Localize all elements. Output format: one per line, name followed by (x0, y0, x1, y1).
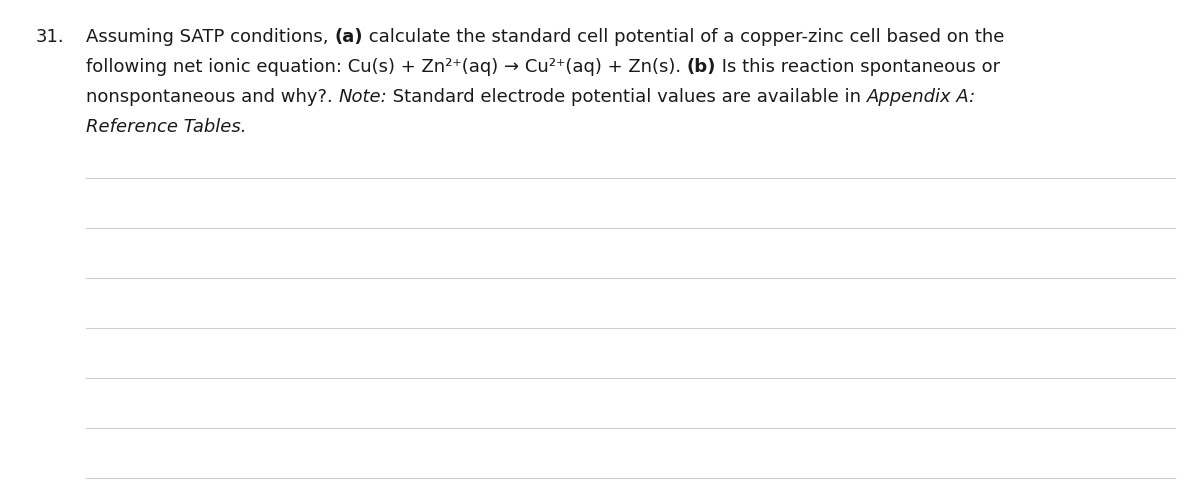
Text: Appendix A:: Appendix A: (866, 88, 977, 106)
Text: following net ionic equation: Cu(s) + Zn²⁺(aq) → Cu²⁺(aq) + Zn(s).: following net ionic equation: Cu(s) + Zn… (86, 58, 686, 76)
Text: 31.: 31. (36, 28, 65, 46)
Text: Is this reaction spontaneous or: Is this reaction spontaneous or (716, 58, 1001, 76)
Text: (a): (a) (335, 28, 362, 46)
Text: Note:: Note: (338, 88, 388, 106)
Text: nonspontaneous and why?.: nonspontaneous and why?. (86, 88, 338, 106)
Text: Reference Tables.: Reference Tables. (86, 118, 246, 136)
Text: Standard electrode potential values are available in: Standard electrode potential values are … (388, 88, 866, 106)
Text: Assuming SATP conditions,: Assuming SATP conditions, (86, 28, 335, 46)
Text: calculate the standard cell potential of a copper-zinc cell based on the: calculate the standard cell potential of… (362, 28, 1004, 46)
Text: (b): (b) (686, 58, 716, 76)
